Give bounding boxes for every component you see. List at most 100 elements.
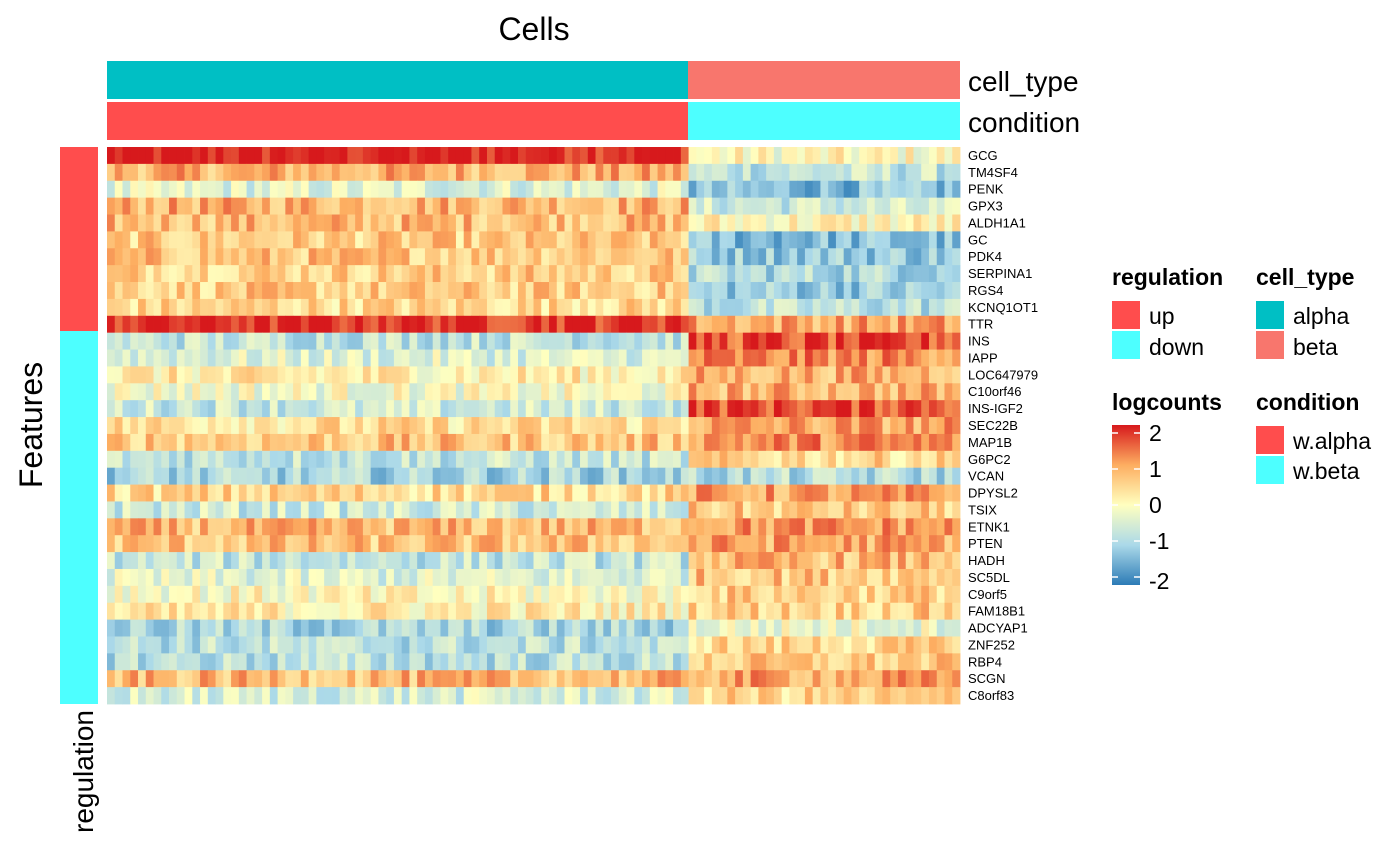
heatmap-cell [192, 147, 201, 165]
heatmap-cell [921, 214, 930, 232]
heatmap-cell [882, 147, 891, 165]
heatmap-cell [866, 484, 876, 502]
heatmap-cell [952, 535, 961, 553]
heatmap-cell [564, 163, 573, 182]
heatmap-cell [424, 180, 434, 199]
heatmap-cell [564, 518, 573, 536]
heatmap-cell [378, 484, 387, 502]
heatmap-cell [533, 568, 542, 587]
heatmap-cell [944, 349, 953, 367]
heatmap-cell [463, 653, 472, 671]
heatmap-cell [114, 653, 123, 671]
heatmap-cell [231, 180, 240, 199]
heatmap-cell [665, 366, 674, 384]
heatmap-cell [486, 484, 496, 502]
heatmap-cell [393, 298, 403, 317]
heatmap-cell [952, 619, 961, 637]
heatmap-cell [843, 433, 852, 452]
gene-label: KCNQ1OT1 [968, 300, 1038, 315]
heatmap-cell [905, 315, 914, 334]
heatmap-cell [781, 552, 790, 570]
heatmap-cell [711, 180, 720, 199]
heatmap-cell [114, 417, 123, 435]
heatmap-cell [897, 433, 907, 452]
heatmap-cell [463, 568, 472, 587]
heatmap-cell [471, 636, 480, 654]
heatmap-cell [936, 282, 945, 300]
heatmap-cell [176, 670, 185, 688]
heatmap-cell [944, 433, 953, 452]
heatmap-cell [192, 450, 201, 469]
heatmap-cell [386, 231, 395, 249]
heatmap-cell [851, 248, 860, 266]
heatmap-cell [300, 147, 310, 165]
heatmap-cell [254, 400, 263, 418]
heatmap-cell [308, 552, 317, 570]
heatmap-cell [905, 602, 914, 621]
heatmap-cell [556, 248, 565, 266]
heatmap-cell [517, 535, 527, 553]
heatmap-cell [742, 501, 752, 519]
heatmap-cell [657, 552, 666, 570]
heatmap-cell [944, 619, 953, 637]
heatmap-cell [525, 214, 534, 232]
heatmap-cell [525, 467, 534, 485]
heatmap-cell [859, 653, 868, 671]
heatmap-cell [742, 450, 752, 469]
gene-label: TSIX [968, 502, 997, 517]
heatmap-cell [223, 248, 232, 266]
heatmap-cell [432, 282, 441, 300]
heatmap-cell [192, 383, 201, 401]
heatmap-cell [696, 450, 705, 469]
heatmap-cell [107, 214, 116, 232]
heatmap-cell [618, 670, 627, 688]
heatmap-cell [517, 214, 527, 232]
heatmap-cell [611, 231, 620, 249]
heatmap-cell [603, 568, 612, 587]
heatmap-cell [130, 670, 139, 688]
heatmap-cell [804, 636, 814, 654]
heatmap-cell [851, 366, 860, 384]
heatmap-cell [362, 467, 372, 485]
heatmap-cell [611, 383, 620, 401]
heatmap-cell [696, 197, 705, 215]
heatmap-cell [471, 265, 480, 283]
heatmap-cell [254, 366, 263, 384]
heatmap-cell [913, 332, 922, 350]
heatmap-cell [308, 265, 317, 283]
heatmap-cell [882, 214, 891, 232]
heatmap-cell [611, 366, 620, 384]
heatmap-cell [758, 417, 767, 435]
heatmap-cell [936, 501, 945, 519]
heatmap-cell [378, 467, 387, 485]
heatmap-cell [750, 332, 759, 350]
heatmap-row-fam18b1 [107, 602, 961, 621]
heatmap-cell [471, 568, 480, 587]
heatmap-cell [580, 568, 589, 587]
heatmap-cell [820, 180, 829, 199]
y-axis-title: Features [13, 362, 49, 488]
heatmap-cell [417, 501, 426, 519]
heatmap-cell [572, 214, 581, 232]
heatmap-cell [719, 535, 728, 553]
heatmap-cell [293, 248, 302, 266]
heatmap-cell [370, 197, 379, 215]
heatmap-cell [890, 653, 899, 671]
heatmap-cell [285, 602, 294, 621]
heatmap-cell [161, 282, 170, 300]
heatmap-cell [107, 670, 116, 688]
heatmap-cell [393, 535, 403, 553]
heatmap-cell [704, 636, 713, 654]
heatmap-cell [820, 450, 829, 469]
heatmap-cell [269, 602, 278, 621]
heatmap-cell [897, 400, 907, 418]
heatmap-cell [781, 687, 790, 705]
heatmap-cell [316, 366, 325, 384]
heatmap-cell [238, 518, 247, 536]
heatmap-cell [316, 670, 325, 688]
heatmap-cell [494, 450, 503, 469]
heatmap-cell [308, 636, 317, 654]
heatmap-cell [804, 248, 814, 266]
heatmap-cell [215, 518, 224, 536]
heatmap-cell [797, 518, 806, 536]
